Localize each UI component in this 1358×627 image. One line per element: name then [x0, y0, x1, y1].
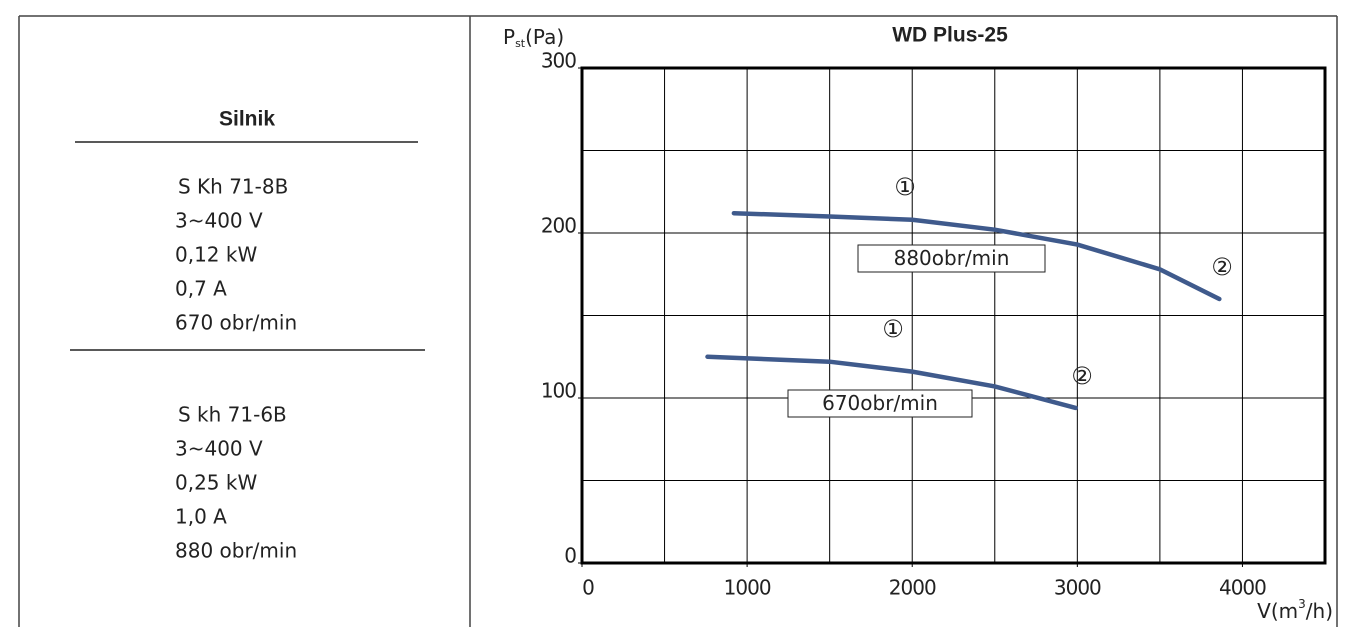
x-axis-label: V(m3/h) [1257, 597, 1333, 623]
series-label: 880obr/min [894, 246, 1010, 270]
y-tick-label: 0 [564, 544, 576, 568]
motor-spec: 670 obr/min [175, 311, 297, 335]
motor-spec: 3~400 V [175, 209, 263, 233]
y-label-sub: st [515, 37, 526, 50]
y-label-unit: (Pa) [525, 25, 564, 49]
motor-spec: S Kh 71-8B [178, 175, 288, 199]
point-marker: ② [1071, 362, 1093, 390]
motor-spec: 880 obr/min [175, 539, 297, 563]
x-tick-label: 2000 [889, 576, 936, 600]
x-label-main: V(m [1257, 599, 1298, 623]
motor-spec: 3~400 V [175, 437, 263, 461]
plot-frame [580, 66, 1327, 565]
point-marker: ② [1211, 253, 1233, 281]
point-marker: ① [882, 315, 904, 343]
x-label-sup: 3 [1298, 597, 1306, 611]
label-box [787, 389, 973, 418]
label-box [857, 244, 1046, 273]
curve [705, 354, 1078, 411]
x-tick-label: 1000 [724, 576, 771, 600]
motor-spec: 0,25 kW [175, 471, 257, 495]
chart-title: WD Plus-25 [892, 24, 1008, 47]
y-axis-label: Pst(Pa) [503, 25, 564, 51]
y-tick-label: 200 [541, 214, 576, 238]
motor-spec: 0,7 A [175, 277, 227, 301]
curve [731, 210, 1222, 302]
y-label-main: P [503, 25, 515, 49]
series-label: 670obr/min [822, 391, 938, 415]
motor-spec: 0,12 kW [175, 243, 257, 267]
y-tick-label: 300 [541, 49, 576, 73]
x-label-unit: /h) [1306, 599, 1333, 623]
y-tick-label: 100 [541, 379, 576, 403]
table-header: Silnik [219, 108, 275, 131]
motor-spec: S kh 71-6B [178, 403, 287, 427]
motor-spec: 1,0 A [175, 505, 227, 529]
point-marker: ① [894, 173, 916, 201]
x-tick-label: 0 [582, 576, 594, 600]
x-tick-label: 3000 [1054, 576, 1101, 600]
x-tick-label: 4000 [1219, 576, 1266, 600]
